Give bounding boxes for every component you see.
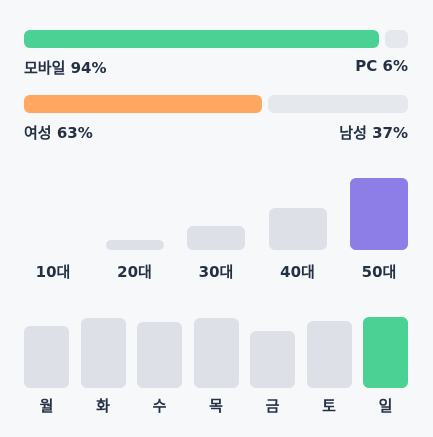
age-label: 30대 — [198, 263, 234, 281]
day-label: 금 — [265, 397, 280, 415]
day-label: 일 — [378, 397, 393, 415]
age-column: 40대 — [268, 170, 327, 290]
male-share-label: 남성 37% — [339, 124, 408, 142]
day-label: 목 — [209, 397, 223, 415]
gender-split-bar — [24, 95, 408, 113]
mobile-share-label: 모바일 94% — [24, 59, 107, 77]
day-bar — [363, 317, 408, 388]
age-bar — [268, 208, 327, 250]
day-label: 월 — [39, 397, 54, 415]
day-column: 수 — [137, 306, 182, 426]
female-share-bar — [24, 95, 262, 113]
day-column: 토 — [306, 306, 352, 426]
age-label: 50대 — [361, 263, 397, 281]
device-split-bar — [24, 30, 408, 48]
day-bar — [24, 326, 69, 388]
day-bar — [80, 318, 126, 388]
age-label: 10대 — [35, 263, 71, 281]
day-bar — [137, 322, 182, 388]
age-bar — [187, 226, 245, 250]
day-label: 화 — [96, 397, 110, 415]
day-column: 목 — [193, 306, 239, 426]
age-label: 40대 — [280, 263, 315, 281]
day-column: 금 — [250, 306, 295, 426]
device-split: 모바일 94% PC 6% — [24, 30, 408, 79]
pc-share-label: PC 6% — [355, 57, 408, 75]
pc-share-bar — [385, 30, 408, 48]
age-column: 10대 — [24, 170, 82, 290]
age-bar — [350, 178, 408, 250]
age-column: 50대 — [350, 170, 408, 290]
day-bar — [193, 318, 239, 388]
day-column: 일 — [363, 306, 408, 426]
female-share-label: 여성 63% — [24, 124, 93, 142]
age-column: 30대 — [187, 170, 245, 290]
male-share-bar — [268, 95, 408, 113]
age-distribution-chart: 10대 20대 30대 40대 50대 — [24, 170, 408, 290]
age-bar — [105, 240, 164, 250]
day-column: 월 — [24, 306, 69, 426]
day-bar — [306, 321, 352, 388]
day-column: 화 — [80, 306, 126, 426]
day-bar — [250, 331, 295, 388]
age-column: 20대 — [105, 170, 164, 290]
mobile-share-bar — [24, 30, 379, 48]
gender-split: 여성 63% 남성 37% — [24, 95, 408, 144]
age-label: 20대 — [117, 263, 152, 281]
day-label: 수 — [152, 397, 167, 415]
day-label: 토 — [322, 397, 336, 415]
